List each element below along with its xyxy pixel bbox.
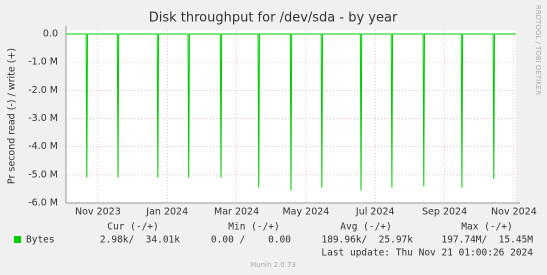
x-tick-label: Jul 2024 (355, 207, 395, 218)
x-tick-label: Sep 2024 (422, 207, 467, 218)
footer: Munin 2.0.73 (250, 261, 296, 269)
stat-header: Avg (-/+) (340, 222, 391, 233)
stat-value: 197.74M/ 15.45M (441, 235, 533, 246)
legend-label: Bytes (26, 235, 55, 246)
stat-header: Min (-/+) (228, 222, 279, 233)
y-tick-label: -4.0 M (28, 141, 58, 152)
x-tick-label: Nov 2024 (491, 207, 537, 218)
y-tick-label: -6.0 M (28, 198, 58, 209)
y-tick-label: -3.0 M (28, 113, 58, 124)
y-axis-label: Pr second read (-) / write (+) (7, 48, 18, 184)
y-tick-label: -1.0 M (28, 57, 58, 68)
x-tick-label: May 2024 (282, 207, 329, 218)
stat-header: Cur (-/+) (107, 222, 158, 233)
y-tick-label: 0.0 (43, 28, 58, 39)
stat-header: Max (-/+) (461, 222, 512, 233)
stat-value: 2.98k/ 34.01k (100, 235, 180, 246)
watermark: RRDTOOL / TOBI OETIKER (534, 5, 542, 95)
last-update: Last update: Thu Nov 21 01:00:26 2024 (321, 248, 533, 259)
x-tick-label: Jan 2024 (145, 207, 188, 218)
chart-title: Disk throughput for /dev/sda - by year (149, 11, 398, 26)
x-tick-label: Nov 2023 (75, 207, 121, 218)
stat-value: 189.96k/ 25.97k (321, 235, 413, 246)
y-tick-label: -2.0 M (28, 85, 58, 96)
data-line (66, 33, 516, 191)
y-tick-label: -5.0 M (28, 169, 58, 180)
stat-value: 0.00 / 0.00 (211, 235, 291, 246)
x-tick-label: Mar 2024 (214, 207, 259, 218)
legend-swatch (14, 236, 21, 243)
